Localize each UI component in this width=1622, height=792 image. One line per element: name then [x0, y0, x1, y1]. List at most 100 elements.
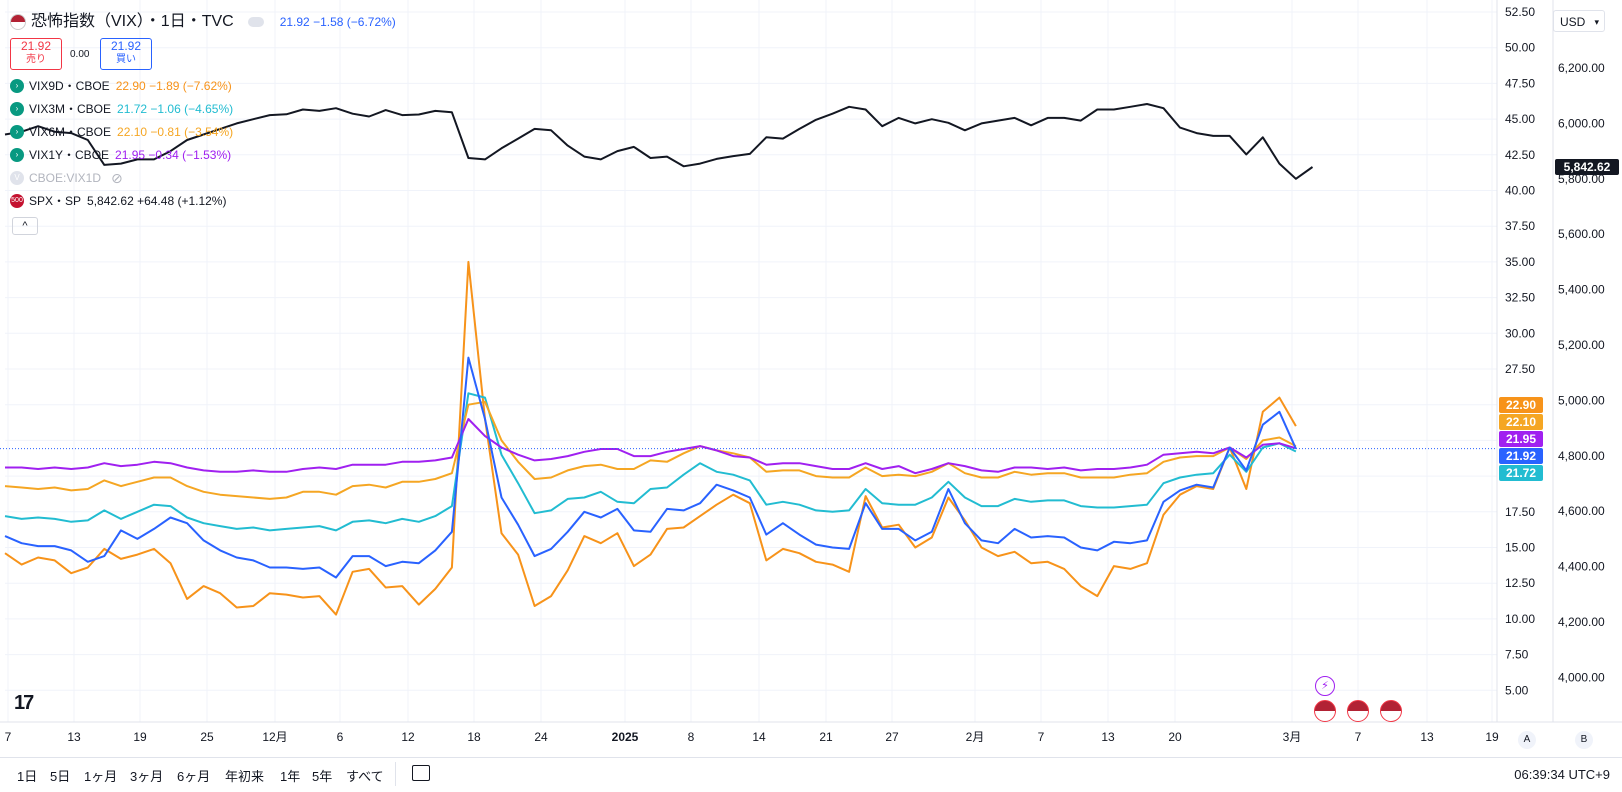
x-axis-tick-label: 27 [885, 730, 899, 744]
x-axis-tick-label: 21 [819, 730, 833, 744]
series-line-vix9d [4, 260, 1297, 616]
range-1m[interactable]: 1ヶ月 [84, 769, 118, 784]
range-6m[interactable]: 6ヶ月 [177, 769, 211, 784]
last-value-label: 5,842.62 [1555, 158, 1619, 175]
tradingview-logo[interactable]: 17 [14, 692, 34, 714]
x-axis-tick-label: 12 [401, 730, 415, 744]
x-axis-tick-label: 7 [1355, 730, 1362, 744]
x-axis-tick-label: 13 [1420, 730, 1434, 744]
market-status-icon [247, 17, 264, 27]
legend-vix3m[interactable]: › VIX3M・CBOE 21.72 −1.06 (−4.65%) [10, 102, 233, 116]
right-axis-tick-label: 4,000.00 [1558, 670, 1605, 684]
flash-event-icon[interactable]: ⚡ [1315, 676, 1335, 696]
left-axis-tick-label: 27.50 [1505, 362, 1535, 376]
us-flag-icon [10, 14, 26, 30]
x-axis-tick-label: 7 [5, 730, 12, 744]
legend-vix6m[interactable]: › VIX6M・CBOE 22.10 −0.81 (−3.54%) [10, 125, 233, 139]
legend-spx[interactable]: 500 SPX・SP 5,842.62 +64.48 (+1.12%) [10, 194, 227, 208]
last-value-text: 22.90 [1506, 398, 1536, 412]
last-value-text: 21.72 [1506, 466, 1536, 480]
x-axis-tick-label: 14 [752, 730, 766, 744]
left-axis-tick-label: 52.50 [1505, 5, 1535, 19]
left-axis-tick-label: 5.00 [1505, 683, 1529, 697]
buy-button[interactable]: 21.92 買い [100, 38, 152, 70]
range-1d[interactable]: 1日 [17, 769, 38, 784]
main-symbol-row[interactable]: 恐怖指数（VIX）・1日・TVC 21.92 −1.58 (−6.72%) [10, 14, 396, 30]
right-axis-tick-label: 4,200.00 [1558, 615, 1605, 629]
collapse-legend-button[interactable]: ^ [12, 217, 38, 235]
range-ytd[interactable]: 年初来 [225, 769, 265, 784]
left-axis-tick-label: 50.00 [1505, 41, 1535, 55]
legend-vix1y[interactable]: › VIX1Y・CBOE 21.95 −0.34 (−1.53%) [10, 148, 231, 162]
buy-price: 21.92 [110, 39, 142, 53]
us-economic-event-icon[interactable] [1347, 700, 1369, 722]
x-axis-tick-label: 8 [688, 730, 695, 744]
last-value-label: 21.72 [1499, 465, 1543, 481]
range-5d[interactable]: 5日 [50, 769, 71, 784]
last-value-label: 22.10 [1499, 414, 1543, 430]
series-lines [0, 103, 1497, 616]
range-5y[interactable]: 5年 [312, 769, 333, 784]
left-axis-tick-label: 45.00 [1505, 112, 1535, 126]
clock: 06:39:34 UTC+9 [1514, 767, 1610, 782]
right-axis-tick-label: 4,400.00 [1558, 560, 1605, 574]
bottom-toolbar: 1日 5日 1ヶ月 3ヶ月 6ヶ月 年初来 1年 5年 すべて 06:39:34… [0, 757, 1622, 792]
calendar-icon[interactable] [412, 765, 430, 781]
left-axis-tick-label: 35.00 [1505, 255, 1535, 269]
series-icon: › [10, 148, 24, 162]
x-axis-tick-label: 18 [467, 730, 481, 744]
x-axis-tick-label: 13 [1101, 730, 1115, 744]
left-axis-tick-label: 15.00 [1505, 541, 1535, 555]
sell-price: 21.92 [20, 39, 52, 53]
right-axis-tick-label: 5,000.00 [1558, 393, 1605, 407]
sell-button[interactable]: 21.92 売り [10, 38, 62, 70]
x-axis-tick-label: 20 [1168, 730, 1182, 744]
x-axis-tick-label: 3月 [1283, 730, 1302, 744]
hidden-eye-icon[interactable]: ⊘ [111, 170, 123, 186]
auto-scale-button[interactable]: A [1518, 731, 1536, 749]
us-economic-event-icon[interactable] [1380, 700, 1402, 722]
divider [395, 762, 396, 786]
last-value-text: 21.92 [1506, 449, 1536, 463]
last-value-label: 22.90 [1499, 397, 1543, 413]
left-axis-tick-label: 47.50 [1505, 76, 1535, 90]
axes: 52.50 50.00 47.50 45.00 42.50 40.00 37.50 35.00… [0, 0, 1622, 744]
left-axis-tick-label: 40.00 [1505, 184, 1535, 198]
range-3m[interactable]: 3ヶ月 [130, 769, 164, 784]
spx-icon: 500 [10, 194, 24, 208]
left-axis-tick-label: 12.50 [1505, 576, 1535, 590]
right-axis-tick-label: 5,800.00 [1558, 172, 1605, 186]
series-icon: › [10, 125, 24, 139]
right-axis-tick-label: 6,200.00 [1558, 61, 1605, 75]
right-axis-tick-label: 4,800.00 [1558, 449, 1605, 463]
legend-vix1d[interactable]: V CBOE:VIX1D ⊘ [10, 171, 123, 185]
x-axis-tick-label: 19 [1485, 730, 1499, 744]
right-axis-tick-label: 6,000.00 [1558, 116, 1605, 130]
left-axis-tick-label: 17.50 [1505, 505, 1535, 519]
range-all[interactable]: すべて [346, 769, 384, 784]
range-1y[interactable]: 1年 [280, 769, 301, 784]
currency-selector[interactable]: USD ▾ [1553, 10, 1605, 32]
series-line-vix6m [4, 400, 1297, 500]
x-axis-tick-label: 12月 [262, 730, 287, 744]
series-line-vix [4, 356, 1297, 579]
last-value-text: 22.10 [1506, 415, 1536, 429]
series-icon: › [10, 79, 24, 93]
spread: 0.00 [70, 49, 90, 60]
chart-title: 恐怖指数（VIX）・1日・TVC [31, 13, 234, 30]
x-axis-tick-label: 2月 [966, 730, 985, 744]
x-axis-tick-label: 19 [133, 730, 147, 744]
left-axis-tick-label: 42.50 [1505, 148, 1535, 162]
right-axis-tick-label: 4,600.00 [1558, 504, 1605, 518]
chevron-down-icon: ▾ [1594, 17, 1599, 27]
x-axis-tick-label: 13 [67, 730, 81, 744]
main-quote: 21.92 −1.58 (−6.72%) [279, 15, 396, 29]
last-value-label: 21.92 [1499, 448, 1543, 464]
series-line-spx [4, 103, 1314, 180]
b-scale-button[interactable]: B [1575, 731, 1593, 749]
legend-vix9d[interactable]: › VIX9D・CBOE 22.90 −1.89 (−7.62%) [10, 79, 232, 93]
price-chart[interactable]: 52.50 50.00 47.50 45.00 42.50 40.00 37.50 35.00… [0, 0, 1622, 757]
us-economic-event-icon[interactable] [1314, 700, 1336, 722]
last-value-text: 5,842.62 [1564, 160, 1611, 174]
